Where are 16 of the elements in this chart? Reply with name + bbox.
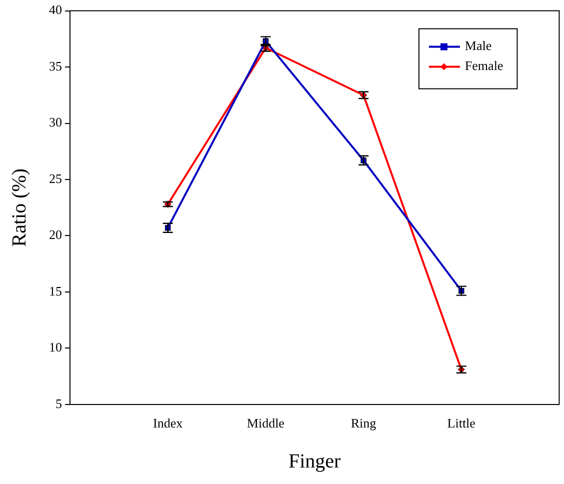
y-tick-label: 5 [56,396,62,411]
y-axis-title: Ratio (%) [8,168,30,247]
legend-label: Male [464,38,492,54]
x-tick-label: Index [153,416,184,431]
x-axis-title: Finger [288,450,342,472]
y-tick-label: 35 [49,58,62,74]
x-tick-label: Middle [246,416,285,431]
y-tick-label: 10 [49,340,62,355]
y-tick-label: 15 [49,283,62,298]
y-tick-label: 40 [49,2,62,18]
x-tick-label: Ring [350,416,377,431]
y-tick-label: 20 [49,227,62,242]
y-tick-label: 25 [49,170,62,186]
legend-label: Female [464,58,504,74]
x-tick-label: Little [447,416,476,431]
y-tick-label: 30 [49,114,62,130]
